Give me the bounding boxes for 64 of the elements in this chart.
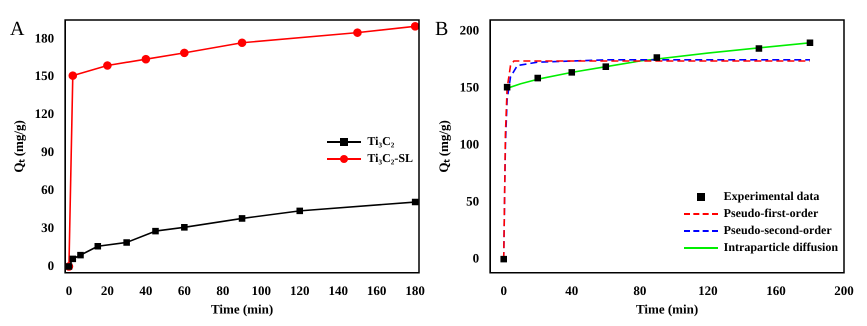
legend-label: Pseudo-first-order: [724, 206, 818, 221]
x-tick-label: 80: [633, 282, 646, 298]
point: [238, 38, 246, 48]
point: [806, 40, 814, 46]
point: [412, 198, 418, 206]
point: [77, 252, 84, 258]
y-tick-label: 150: [460, 80, 480, 95]
x-tick-label: 120: [290, 282, 310, 298]
legend-label: Ti₃C₂: [367, 134, 394, 149]
point: [504, 84, 510, 90]
point: [103, 61, 112, 70]
point: [238, 215, 246, 222]
point: [353, 28, 362, 37]
point: [152, 228, 159, 234]
x-tick-label: 60: [178, 282, 191, 298]
point: [756, 45, 762, 52]
point: [654, 54, 660, 61]
x-axis-title: Time (min): [636, 302, 698, 317]
point: [181, 224, 188, 231]
y-axis-title: Qₜ (mg/g): [436, 120, 452, 173]
point: [70, 256, 76, 262]
text: B: [435, 18, 448, 41]
text: A: [10, 18, 24, 41]
x-tick-label: 0: [500, 282, 507, 298]
legend-label: Pseudo-second-order: [724, 223, 832, 238]
point: [123, 239, 130, 246]
y-tick-label: 60: [41, 182, 54, 197]
legend-label: Experimental data: [724, 189, 820, 204]
point: [534, 74, 542, 82]
x-tick-label: 40: [139, 282, 152, 298]
x-tick-label: 160: [766, 282, 786, 298]
x-tick-label: 80: [216, 282, 230, 298]
legend-label: Intraparticle diffusion: [724, 240, 838, 255]
y-tick-label: 90: [41, 144, 54, 160]
x-tick-label: 200: [834, 282, 854, 298]
point: [568, 69, 576, 76]
y-tick-label: 150: [34, 68, 54, 84]
y-tick-label: 30: [41, 220, 54, 235]
x-tick-label: 140: [328, 282, 348, 298]
point: [296, 208, 304, 214]
legend-label: Ti₃C₂-SL: [367, 151, 413, 166]
x-tick-label: 180: [405, 282, 425, 298]
x-tick-label: 100: [252, 282, 272, 298]
x-tick-label: 160: [366, 282, 386, 298]
point: [142, 54, 150, 64]
y-axis-title: Qₜ (mg/g): [11, 120, 26, 173]
y-tick-label: 0: [472, 250, 480, 266]
y-tick-label: 180: [34, 30, 54, 46]
y-tick-label: 0: [48, 258, 54, 273]
point: [602, 63, 610, 70]
point: [94, 242, 102, 250]
point: [410, 22, 419, 31]
y-tick-label: 50: [466, 194, 480, 209]
x-tick-label: 20: [100, 282, 114, 298]
point: [180, 48, 189, 58]
x-tick-label: 40: [565, 282, 578, 298]
y-tick-label: 100: [460, 136, 480, 152]
point: [68, 71, 78, 80]
x-tick-label: 120: [698, 282, 718, 298]
y-tick-label: 120: [34, 106, 54, 122]
y-tick-label: 200: [460, 22, 480, 38]
point: [500, 256, 507, 262]
x-tick-label: 0: [66, 282, 72, 298]
x-axis-title: Time (min): [210, 302, 274, 317]
